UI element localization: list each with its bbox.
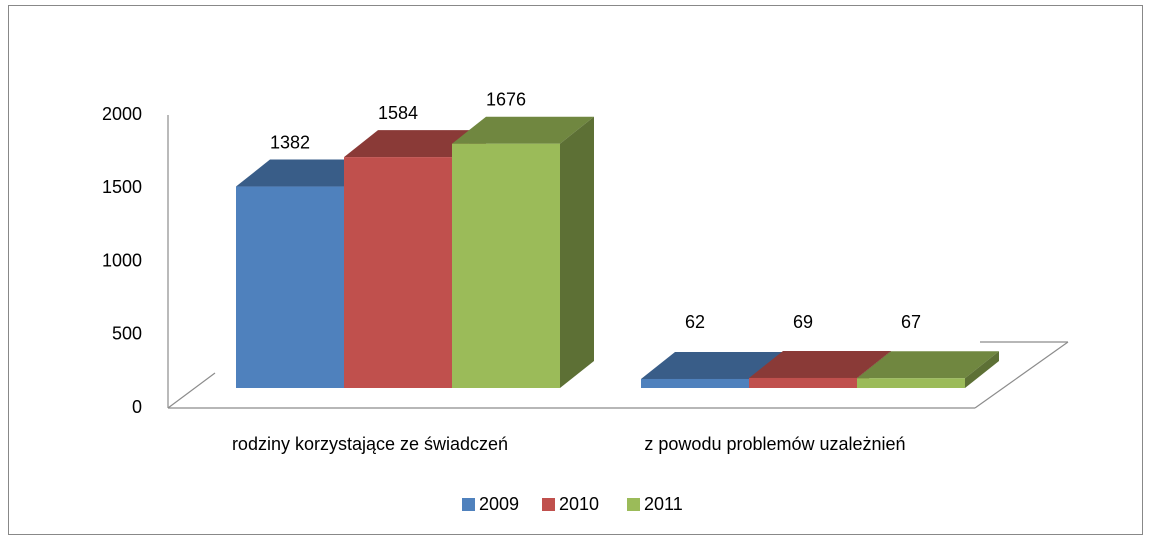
legend-swatch <box>462 498 475 511</box>
legend-label: 2011 <box>644 494 683 514</box>
bar-side <box>560 116 594 389</box>
y-tick-label: 1000 <box>102 250 142 270</box>
bar-top <box>236 159 378 187</box>
bar <box>452 143 560 388</box>
legend-label: 2010 <box>559 494 599 514</box>
data-label: 67 <box>901 312 921 332</box>
bar <box>857 378 965 388</box>
y-tick-label: 500 <box>112 324 142 344</box>
data-label: 1584 <box>378 103 418 123</box>
bar <box>641 378 749 388</box>
legend-swatch <box>542 498 555 511</box>
data-label: 62 <box>685 312 705 332</box>
floor-right-edge <box>974 341 1069 409</box>
x-tick-label: rodziny korzystające ze świadczeń <box>232 434 508 454</box>
bar <box>236 186 344 388</box>
bar-top <box>344 130 486 158</box>
legend-label: 2009 <box>479 494 519 514</box>
bar <box>749 377 857 388</box>
bar <box>344 157 452 388</box>
data-label: 1676 <box>486 89 526 109</box>
y-tick-label: 0 <box>132 397 142 417</box>
bar-top <box>857 351 999 379</box>
y-tick-label: 1500 <box>102 177 142 197</box>
bar-3d <box>857 351 999 388</box>
bar-top <box>749 350 891 378</box>
x-tick-label: z powodu problemów uzależnień <box>644 434 905 454</box>
data-label: 1382 <box>270 132 310 152</box>
axes-3d <box>167 115 1069 409</box>
bar-side <box>965 351 999 388</box>
bar-top <box>452 116 594 144</box>
data-label: 69 <box>793 312 813 332</box>
legend-swatch <box>627 498 640 511</box>
bar-top <box>641 351 783 379</box>
y-tick-label: 2000 <box>102 104 142 124</box>
floor-left-edge <box>167 372 216 409</box>
bar-3d <box>452 116 594 389</box>
